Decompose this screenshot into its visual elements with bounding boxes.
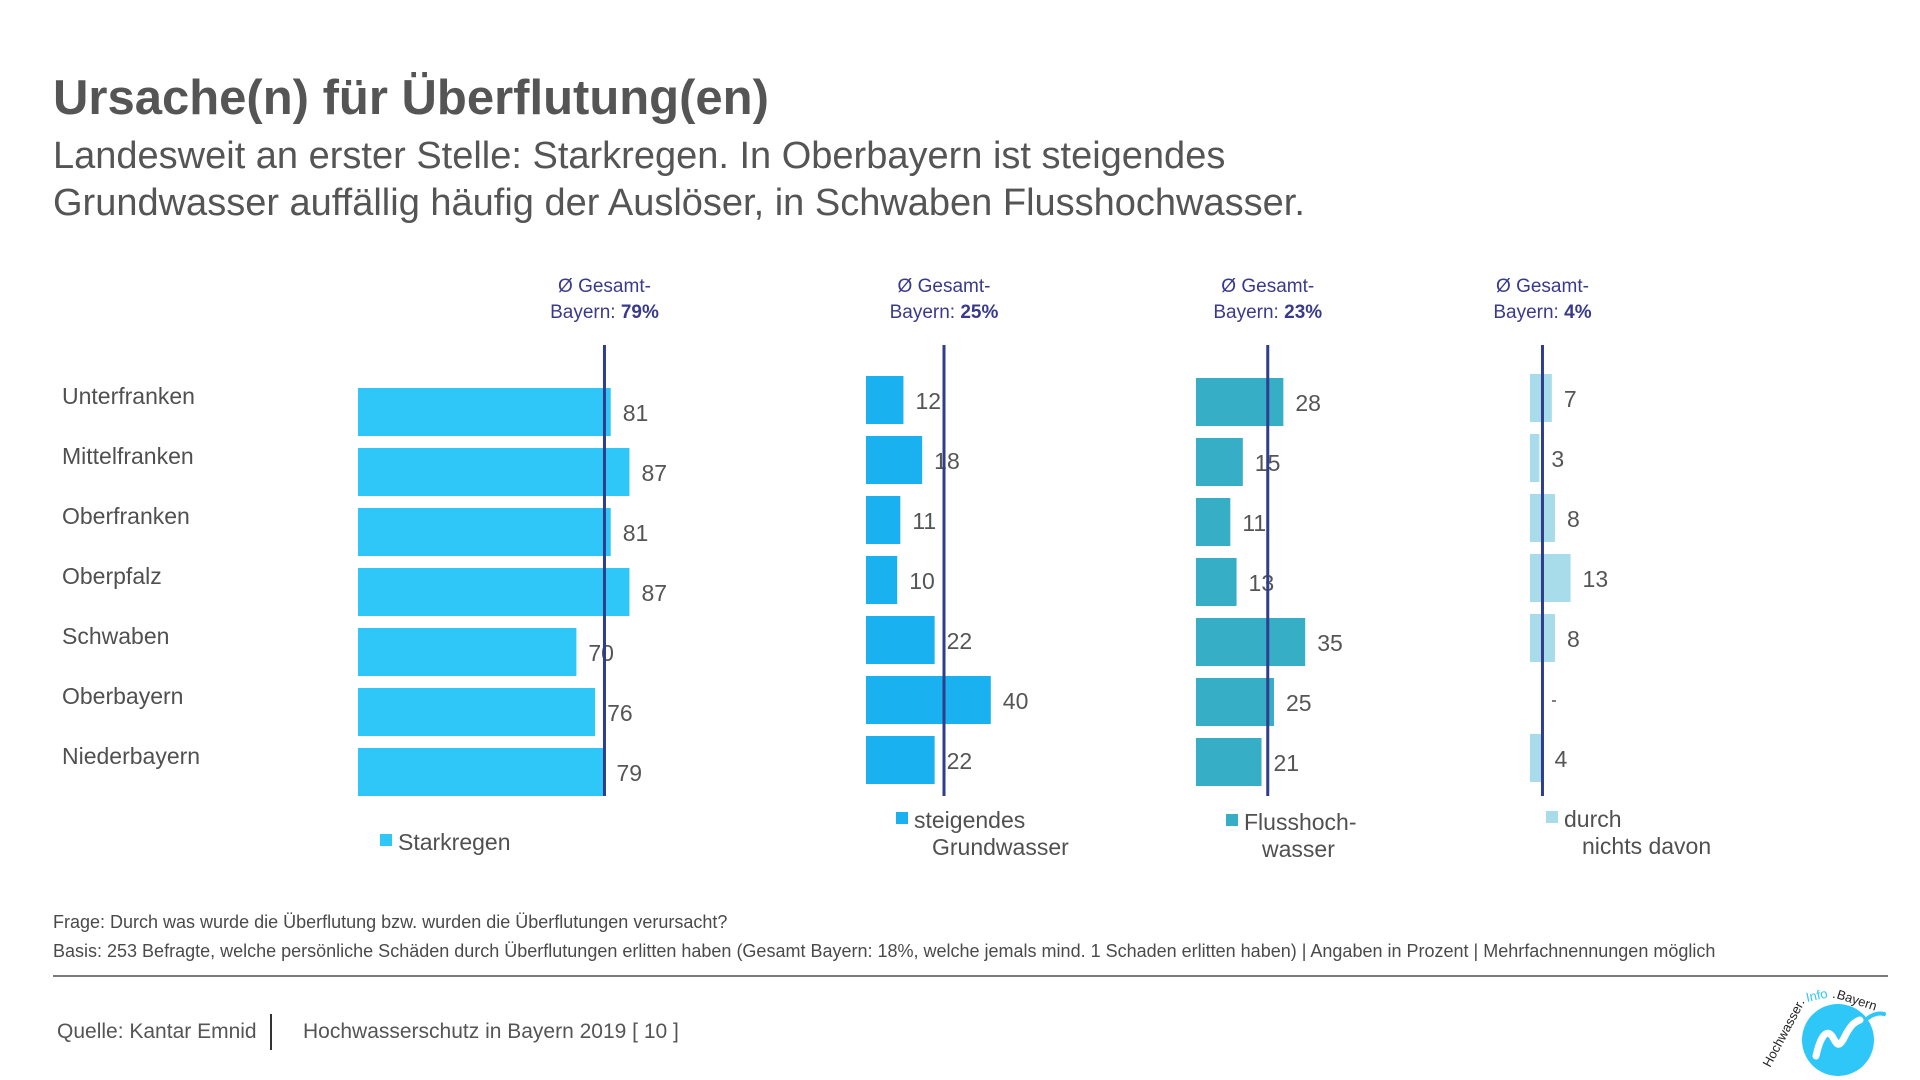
logo-swoosh (1866, 1011, 1886, 1020)
data-label: 28 (1295, 390, 1321, 416)
logo-sep-1: . (1798, 991, 1806, 1006)
logo-wave (1812, 1016, 1864, 1060)
footer-divider (53, 975, 1888, 977)
bar (358, 508, 611, 556)
publication-label: Hochwasserschutz in Bayern 2019 [ 10 ] (303, 1020, 679, 1043)
data-label: 40 (1003, 688, 1029, 714)
bar (866, 736, 935, 784)
bar (866, 616, 935, 664)
logo-sep-2: . (1832, 986, 1836, 1001)
chart-subtitle-line-1: Landesweit an erster Stelle: Starkregen.… (53, 135, 1226, 177)
data-label: 18 (934, 448, 960, 474)
category-label: Mittelfranken (62, 443, 194, 469)
data-label: 22 (947, 628, 973, 654)
average-label: Bayern: 25% (890, 302, 999, 323)
category-label: Oberfranken (62, 503, 190, 529)
bar (1196, 678, 1274, 726)
source-label: Quelle: Kantar Emnid (57, 1020, 257, 1043)
data-label: 8 (1567, 626, 1580, 652)
data-label: 22 (947, 748, 973, 774)
bar (1530, 434, 1540, 482)
legend-entry: nichts davon (1582, 833, 1711, 859)
data-label: 25 (1286, 690, 1312, 716)
data-label: 76 (607, 700, 633, 726)
data-label: 21 (1274, 750, 1300, 776)
average-label: Ø Gesamt- (898, 276, 991, 297)
data-label: 87 (641, 460, 667, 486)
average-label: Bayern: 79% (550, 302, 659, 323)
wave-logo-icon: Hochwasser . Info . Bayern (1759, 986, 1886, 1076)
bar (1530, 554, 1571, 602)
bar (1196, 618, 1306, 666)
chart-title: Ursache(n) für Überflutung(en) (53, 71, 769, 125)
bar (1196, 438, 1243, 486)
bar (1196, 738, 1262, 786)
data-label: 79 (616, 760, 642, 786)
legend-entry: Starkregen (398, 829, 511, 855)
bar (358, 688, 596, 736)
bar (866, 496, 901, 544)
average-label: Ø Gesamt- (558, 276, 651, 297)
data-label: 11 (912, 508, 936, 534)
bar (1196, 558, 1237, 606)
legend-swatch (896, 812, 908, 824)
chart-subtitle-line-2: Grundwasser auffällig häufig der Auslöse… (53, 182, 1305, 224)
bar (1530, 734, 1543, 782)
bar (358, 748, 605, 796)
bar (358, 448, 630, 496)
legend-entry: Flusshoch- (1244, 809, 1356, 835)
data-label: 3 (1551, 446, 1564, 472)
average-label: Ø Gesamt- (1496, 276, 1589, 297)
footer-separator (270, 1014, 272, 1050)
legend-swatch (1226, 814, 1238, 826)
data-label: 10 (909, 568, 935, 594)
category-label: Unterfranken (62, 383, 195, 409)
category-label: Oberbayern (62, 683, 183, 709)
data-label: 87 (641, 580, 667, 606)
data-label: 11 (1242, 510, 1266, 536)
data-label: 13 (1583, 566, 1609, 592)
bar (1196, 498, 1231, 546)
category-label: Schwaben (62, 623, 169, 649)
data-label: 7 (1564, 386, 1577, 412)
bar (1196, 378, 1284, 426)
average-label: Bayern: 23% (1213, 302, 1322, 323)
legend-entry: Grundwasser (932, 834, 1069, 860)
footnote-basis: Basis: 253 Befragte, welche persönliche … (53, 941, 1716, 961)
average-label: Bayern: 4% (1493, 302, 1591, 323)
bar (1530, 374, 1552, 422)
data-label: 8 (1567, 506, 1580, 532)
data-label: 13 (1249, 570, 1275, 596)
bar (866, 376, 904, 424)
data-label: 4 (1554, 746, 1567, 772)
category-label: Oberpfalz (62, 563, 162, 589)
legend-entry: durch (1564, 806, 1622, 832)
logo-text-info: Info (1805, 986, 1829, 1005)
bar (358, 628, 577, 676)
legend-swatch (380, 834, 392, 846)
legend-entry: steigendes (914, 807, 1025, 833)
bar (866, 556, 898, 604)
bar (358, 388, 611, 436)
bar-chart: Unterfranken Mittelfranken Oberfranken Ober… (62, 276, 1711, 862)
legend-entry: wasser (1261, 836, 1335, 862)
footnote-question: Frage: Durch was wurde die Überflutung b… (53, 912, 728, 932)
data-label: 70 (588, 640, 614, 666)
data-label: 81 (623, 400, 649, 426)
category-label: Niederbayern (62, 743, 200, 769)
data-label: 12 (915, 388, 941, 414)
average-label: Ø Gesamt- (1221, 276, 1314, 297)
data-label: 81 (623, 520, 649, 546)
bar (866, 676, 991, 724)
legend-swatch (1546, 811, 1558, 823)
bar (358, 568, 630, 616)
logo-text-hochwasser: Hochwasser (1759, 999, 1806, 1070)
bar (866, 436, 923, 484)
data-label: 35 (1317, 630, 1343, 656)
